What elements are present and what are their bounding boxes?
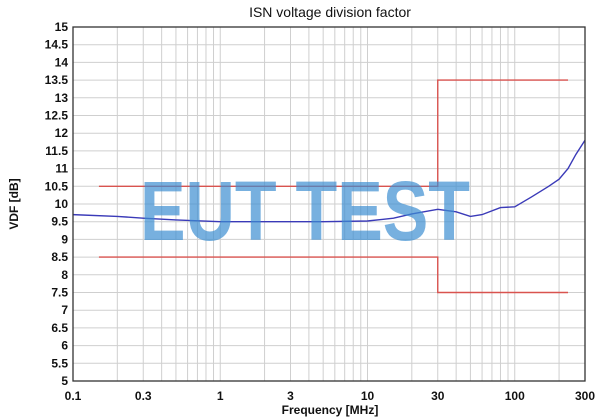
y-tick-label: 5.5	[51, 356, 68, 370]
y-tick-label: 11.5	[45, 144, 68, 158]
y-tick-label: 6	[61, 339, 68, 353]
y-tick-label: 10	[55, 197, 69, 211]
y-tick-label: 9	[61, 232, 68, 246]
x-tick-label: 0.1	[65, 389, 82, 403]
y-tick-label: 14.5	[45, 38, 69, 52]
x-axis-label: Frequency [MHz]	[282, 403, 379, 417]
y-tick-label: 9.5	[51, 215, 68, 229]
y-ticks: 5 5.5 6 6.5 7 7.5 8 8.5 9 9.5 10 10.5 11 11.5 12 12.5 13…	[45, 20, 69, 388]
y-tick-label: 8.5	[51, 250, 68, 264]
y-tick-label: 12.5	[45, 109, 69, 123]
x-tick-label: 10	[361, 389, 375, 403]
y-tick-label: 7.5	[51, 286, 68, 300]
x-ticks: 0.1 0.3 1 3 10 30 100 300	[65, 389, 596, 403]
measured-line	[72, 139, 586, 223]
watermark: EUT TEST	[140, 164, 470, 258]
y-tick-label: 5	[61, 374, 68, 388]
y-tick-label: 6.5	[51, 321, 68, 335]
x-tick-label: 0.3	[135, 389, 152, 403]
x-tick-label: 30	[431, 389, 445, 403]
y-tick-label: 7	[61, 303, 68, 317]
series-lines	[72, 79, 586, 294]
upper-limit-line	[98, 79, 569, 188]
x-tick-label: 300	[575, 389, 595, 403]
lower-limit-line	[98, 256, 569, 294]
y-tick-label: 11	[55, 162, 68, 176]
grid	[73, 26, 585, 382]
y-tick-label: 12	[55, 126, 69, 140]
x-tick-label: 100	[505, 389, 525, 403]
x-tick-label: 3	[287, 389, 294, 403]
y-axis-label: VDF [dB]	[7, 178, 21, 229]
x-tick-label: 1	[217, 389, 224, 403]
y-tick-label: 13.5	[45, 73, 69, 87]
y-tick-label: 8	[61, 268, 68, 282]
y-tick-label: 10.5	[45, 179, 69, 193]
y-tick-label: 15	[55, 20, 69, 34]
chart-title: ISN voltage division factor	[249, 4, 411, 20]
y-tick-label: 14	[55, 55, 69, 69]
y-tick-label: 13	[55, 91, 69, 105]
plot-frame	[72, 26, 586, 382]
